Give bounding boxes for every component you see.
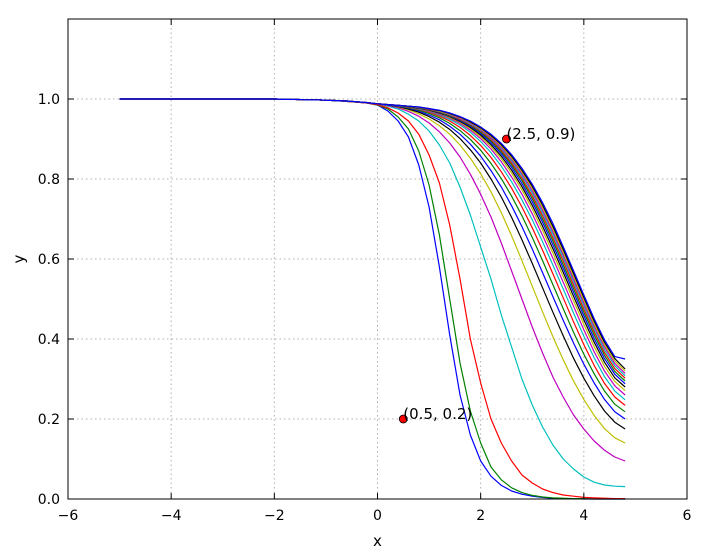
annotation-point-1 — [502, 134, 511, 144]
x-axis-label: x — [373, 532, 382, 550]
annotation-layer: (2.5, 0.9) (0.5, 0.2) — [398, 125, 575, 424]
annotation-label-2: (0.5, 0.2) — [403, 405, 472, 423]
series-layer — [119, 98, 626, 500]
x-tick-label: 0 — [373, 508, 382, 524]
annotation-point-2 — [398, 414, 408, 424]
x-tick-label: −4 — [161, 508, 182, 524]
y-tick-label: 0.2 — [38, 412, 60, 428]
y-tick-label: 0.4 — [38, 332, 60, 348]
y-tick-label: 0.0 — [38, 492, 60, 508]
x-tick-label: −2 — [264, 508, 285, 524]
x-tick-label: 6 — [683, 508, 692, 524]
x-tick-label: 2 — [476, 508, 485, 524]
series-line-22 — [119, 98, 626, 360]
x-tick-label: −6 — [58, 508, 79, 524]
y-tick-label: 0.6 — [38, 252, 60, 268]
y-tick-label: 1.0 — [38, 92, 60, 108]
y-axis-label: y — [10, 254, 28, 263]
y-tick-label: 0.8 — [38, 172, 60, 188]
grid — [68, 19, 687, 499]
annotation-label-1: (2.5, 0.9) — [506, 125, 575, 143]
x-tick-label: 4 — [579, 508, 588, 524]
ticks: −6 −4 −2 0 2 4 6 0.0 0.2 0.4 0.6 0.8 1.0 — [38, 19, 692, 524]
